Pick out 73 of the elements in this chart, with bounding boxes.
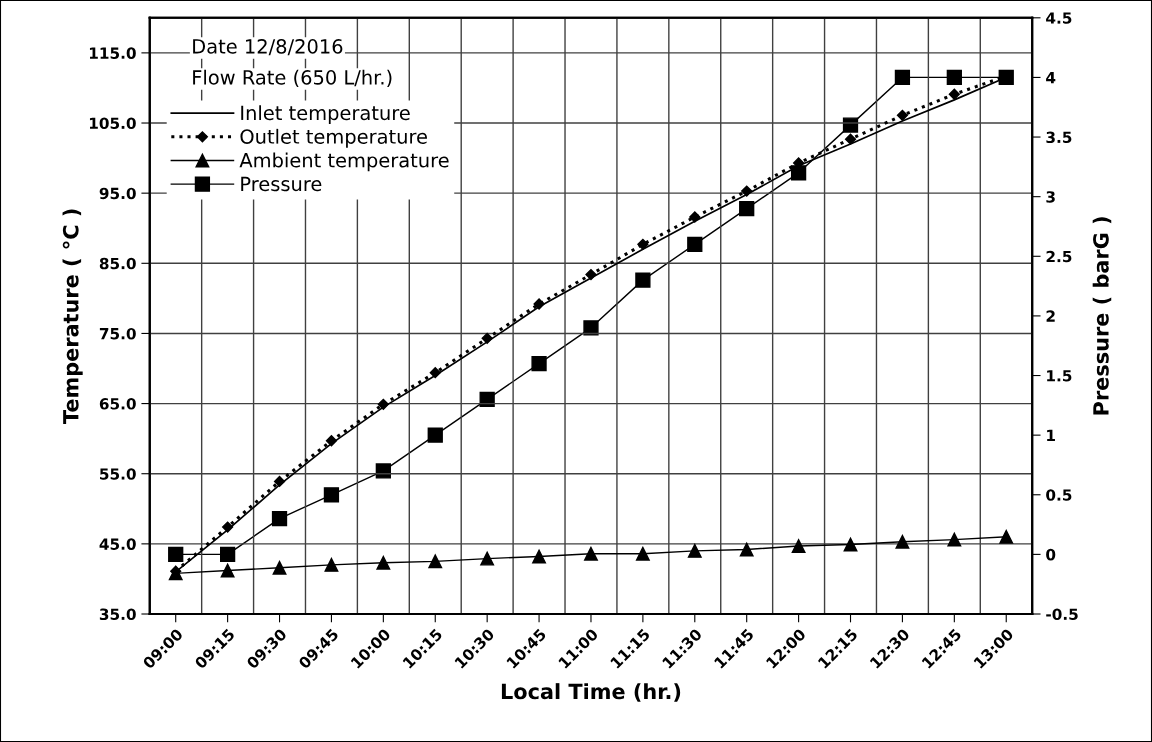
point [842,117,859,133]
y2-tick-label: 0 [1046,548,1056,561]
point [999,529,1014,544]
y2-tick-label: 4 [1046,72,1056,84]
y2-tick-label: 4.5 [1046,12,1072,24]
point [375,463,391,479]
point [583,320,599,336]
point [741,185,753,197]
y-tick-label: 55.0 [100,468,136,480]
point [948,88,960,100]
y-axis-title: Temperature ( °C ) [62,209,83,424]
annotation: Date 12/8/2016 [193,39,343,56]
point [635,272,651,288]
y2-tick-label: 3.5 [1046,131,1072,144]
y2-tick-label: 0.5 [1046,489,1072,501]
point [219,546,236,563]
point [323,487,340,503]
point [168,546,184,563]
point [273,475,286,488]
y2-axis-title: Pressure ( barG ) [1092,217,1112,415]
point [325,435,338,447]
point [376,555,391,570]
point [895,534,910,549]
point [480,551,495,566]
point [532,549,547,564]
y-tick-label: 45.0 [99,538,136,550]
point [220,563,235,578]
point [584,546,598,561]
point [481,332,493,344]
legend-label: Outlet temperature [240,128,427,148]
point [428,554,443,569]
point [272,560,287,575]
y2-tick-label: 2 [1046,310,1055,322]
y2-tick-label: 2.5 [1046,250,1072,263]
point [429,367,441,379]
y2-tick-label: -0.5 [1046,608,1078,621]
point [946,69,962,86]
y-tick-label: 115.0 [89,47,136,59]
y-tick-label: 75.0 [99,327,136,340]
legend-label: Pressure [241,176,322,192]
y2-tick-label: 1.5 [1047,370,1072,382]
point [739,200,755,217]
y2-tick-label: 1 [1047,429,1055,441]
point [687,543,702,558]
legend-label: Ambient temperature [239,152,449,172]
point [427,427,443,443]
point [531,355,547,372]
y-tick-label: 65.0 [99,398,136,410]
point [687,236,703,253]
point [635,546,650,561]
y-tick-label: 85.0 [99,257,136,270]
point [479,391,495,408]
point [947,532,962,547]
y-tick-label: 35.0 [99,608,136,621]
point [689,211,701,223]
point [739,542,754,557]
point [896,109,909,121]
y-tick-label: 105.0 [89,117,136,130]
point [585,268,597,281]
point [222,521,234,533]
annotation: Flow Rate (650 L/hr.) [193,69,392,88]
point [271,510,288,527]
y2-tick-label: 3 [1046,191,1055,203]
point [324,557,339,572]
point [844,133,857,145]
point [637,238,649,250]
legend-label: Inlet temperature [241,105,410,124]
y-tick-label: 95.0 [99,187,136,200]
point [791,539,806,553]
x-axis-title: Local Time (hr.) [501,683,681,702]
point [894,69,911,86]
point [377,398,389,410]
point [843,537,858,552]
